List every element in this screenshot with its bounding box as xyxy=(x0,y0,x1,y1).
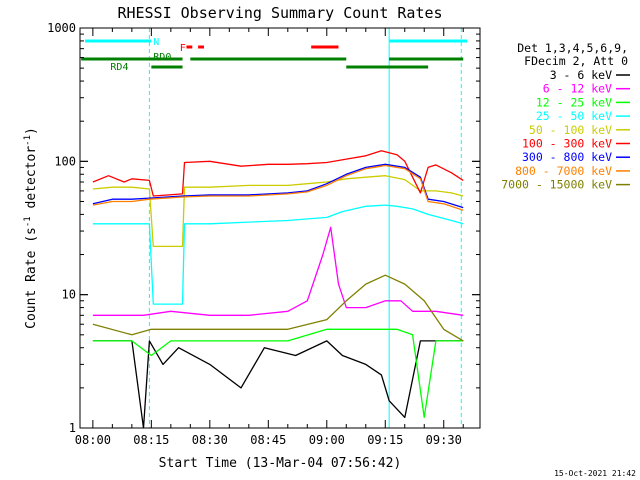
series-lines xyxy=(92,150,464,429)
y-axis-label-part: Count Rate (s xyxy=(24,227,39,329)
legend-entry-label: 100 - 300 keV xyxy=(522,137,612,151)
series-line xyxy=(92,340,464,429)
y-tick-label: 1000 xyxy=(47,21,76,35)
mode-label-f: F xyxy=(180,43,186,54)
x-axis-label: Start Time (13-Mar-04 07:56:42) xyxy=(159,456,402,471)
series-line xyxy=(92,150,464,197)
y-tick-label: 1 xyxy=(69,421,76,435)
legend-entry-label: 7000 - 15000 keV xyxy=(501,178,612,192)
legend-header-line: Det 1,3,4,5,6,9, xyxy=(517,41,628,55)
mode-annotations: N F RD0 RD4 xyxy=(81,37,468,73)
plot-frame xyxy=(79,27,481,429)
y-tick-label: 10 xyxy=(62,288,76,302)
chart-title: RHESSI Observing Summary Count Rates xyxy=(117,4,442,22)
series-line xyxy=(92,204,464,305)
series-line xyxy=(92,328,464,419)
legend-entry-label: 3 - 6 keV xyxy=(550,68,612,82)
mode-label-rd4: RD4 xyxy=(110,62,128,73)
y-axis-label-part: ) xyxy=(24,127,39,135)
legend-header-line: FDecim 2, Att 0 xyxy=(524,54,628,68)
legend-entry-label: 300 - 800 keV xyxy=(522,150,612,164)
series-line xyxy=(92,226,464,316)
legend-entry-label: 6 - 12 keV xyxy=(543,82,612,96)
mode-label-n: N xyxy=(153,37,159,48)
y-axis-label: Count Rate (s-1 detector-1) xyxy=(23,127,39,329)
x-tick-label: 09:00 xyxy=(309,433,345,447)
mode-label-rd0: RD0 xyxy=(153,52,171,63)
legend-entry-label: 12 - 25 keV xyxy=(536,95,612,109)
x-tick-label: 08:00 xyxy=(75,433,111,447)
x-tick-label: 08:45 xyxy=(250,433,286,447)
y-axis-label-superscript: -1 xyxy=(23,135,33,146)
series-line xyxy=(92,164,464,211)
axes: 1 10 100 1000 08:00 08:15 08:30 08:45 09:00 09:15… xyxy=(47,21,480,447)
x-tick-label: 08:30 xyxy=(192,433,228,447)
legend: Det 1,3,4,5,6,9, FDecim 2, Att 0 3 - 6 k… xyxy=(501,41,630,192)
legend-entry-label: 800 - 7000 keV xyxy=(515,164,612,178)
x-tick-label: 08:15 xyxy=(133,433,169,447)
legend-entry-label: 50 - 100 keV xyxy=(529,123,612,137)
legend-entry-label: 25 - 50 keV xyxy=(536,109,612,123)
y-tick-label: 100 xyxy=(54,154,76,168)
x-tick-label: 09:30 xyxy=(426,433,462,447)
y-axis-label-superscript: -1 xyxy=(23,216,33,227)
series-line xyxy=(92,274,464,342)
footer-timestamp: 15-Oct-2021 21:42 xyxy=(554,469,636,478)
y-axis-label-part: detector xyxy=(24,146,39,217)
x-tick-label: 09:15 xyxy=(367,433,403,447)
